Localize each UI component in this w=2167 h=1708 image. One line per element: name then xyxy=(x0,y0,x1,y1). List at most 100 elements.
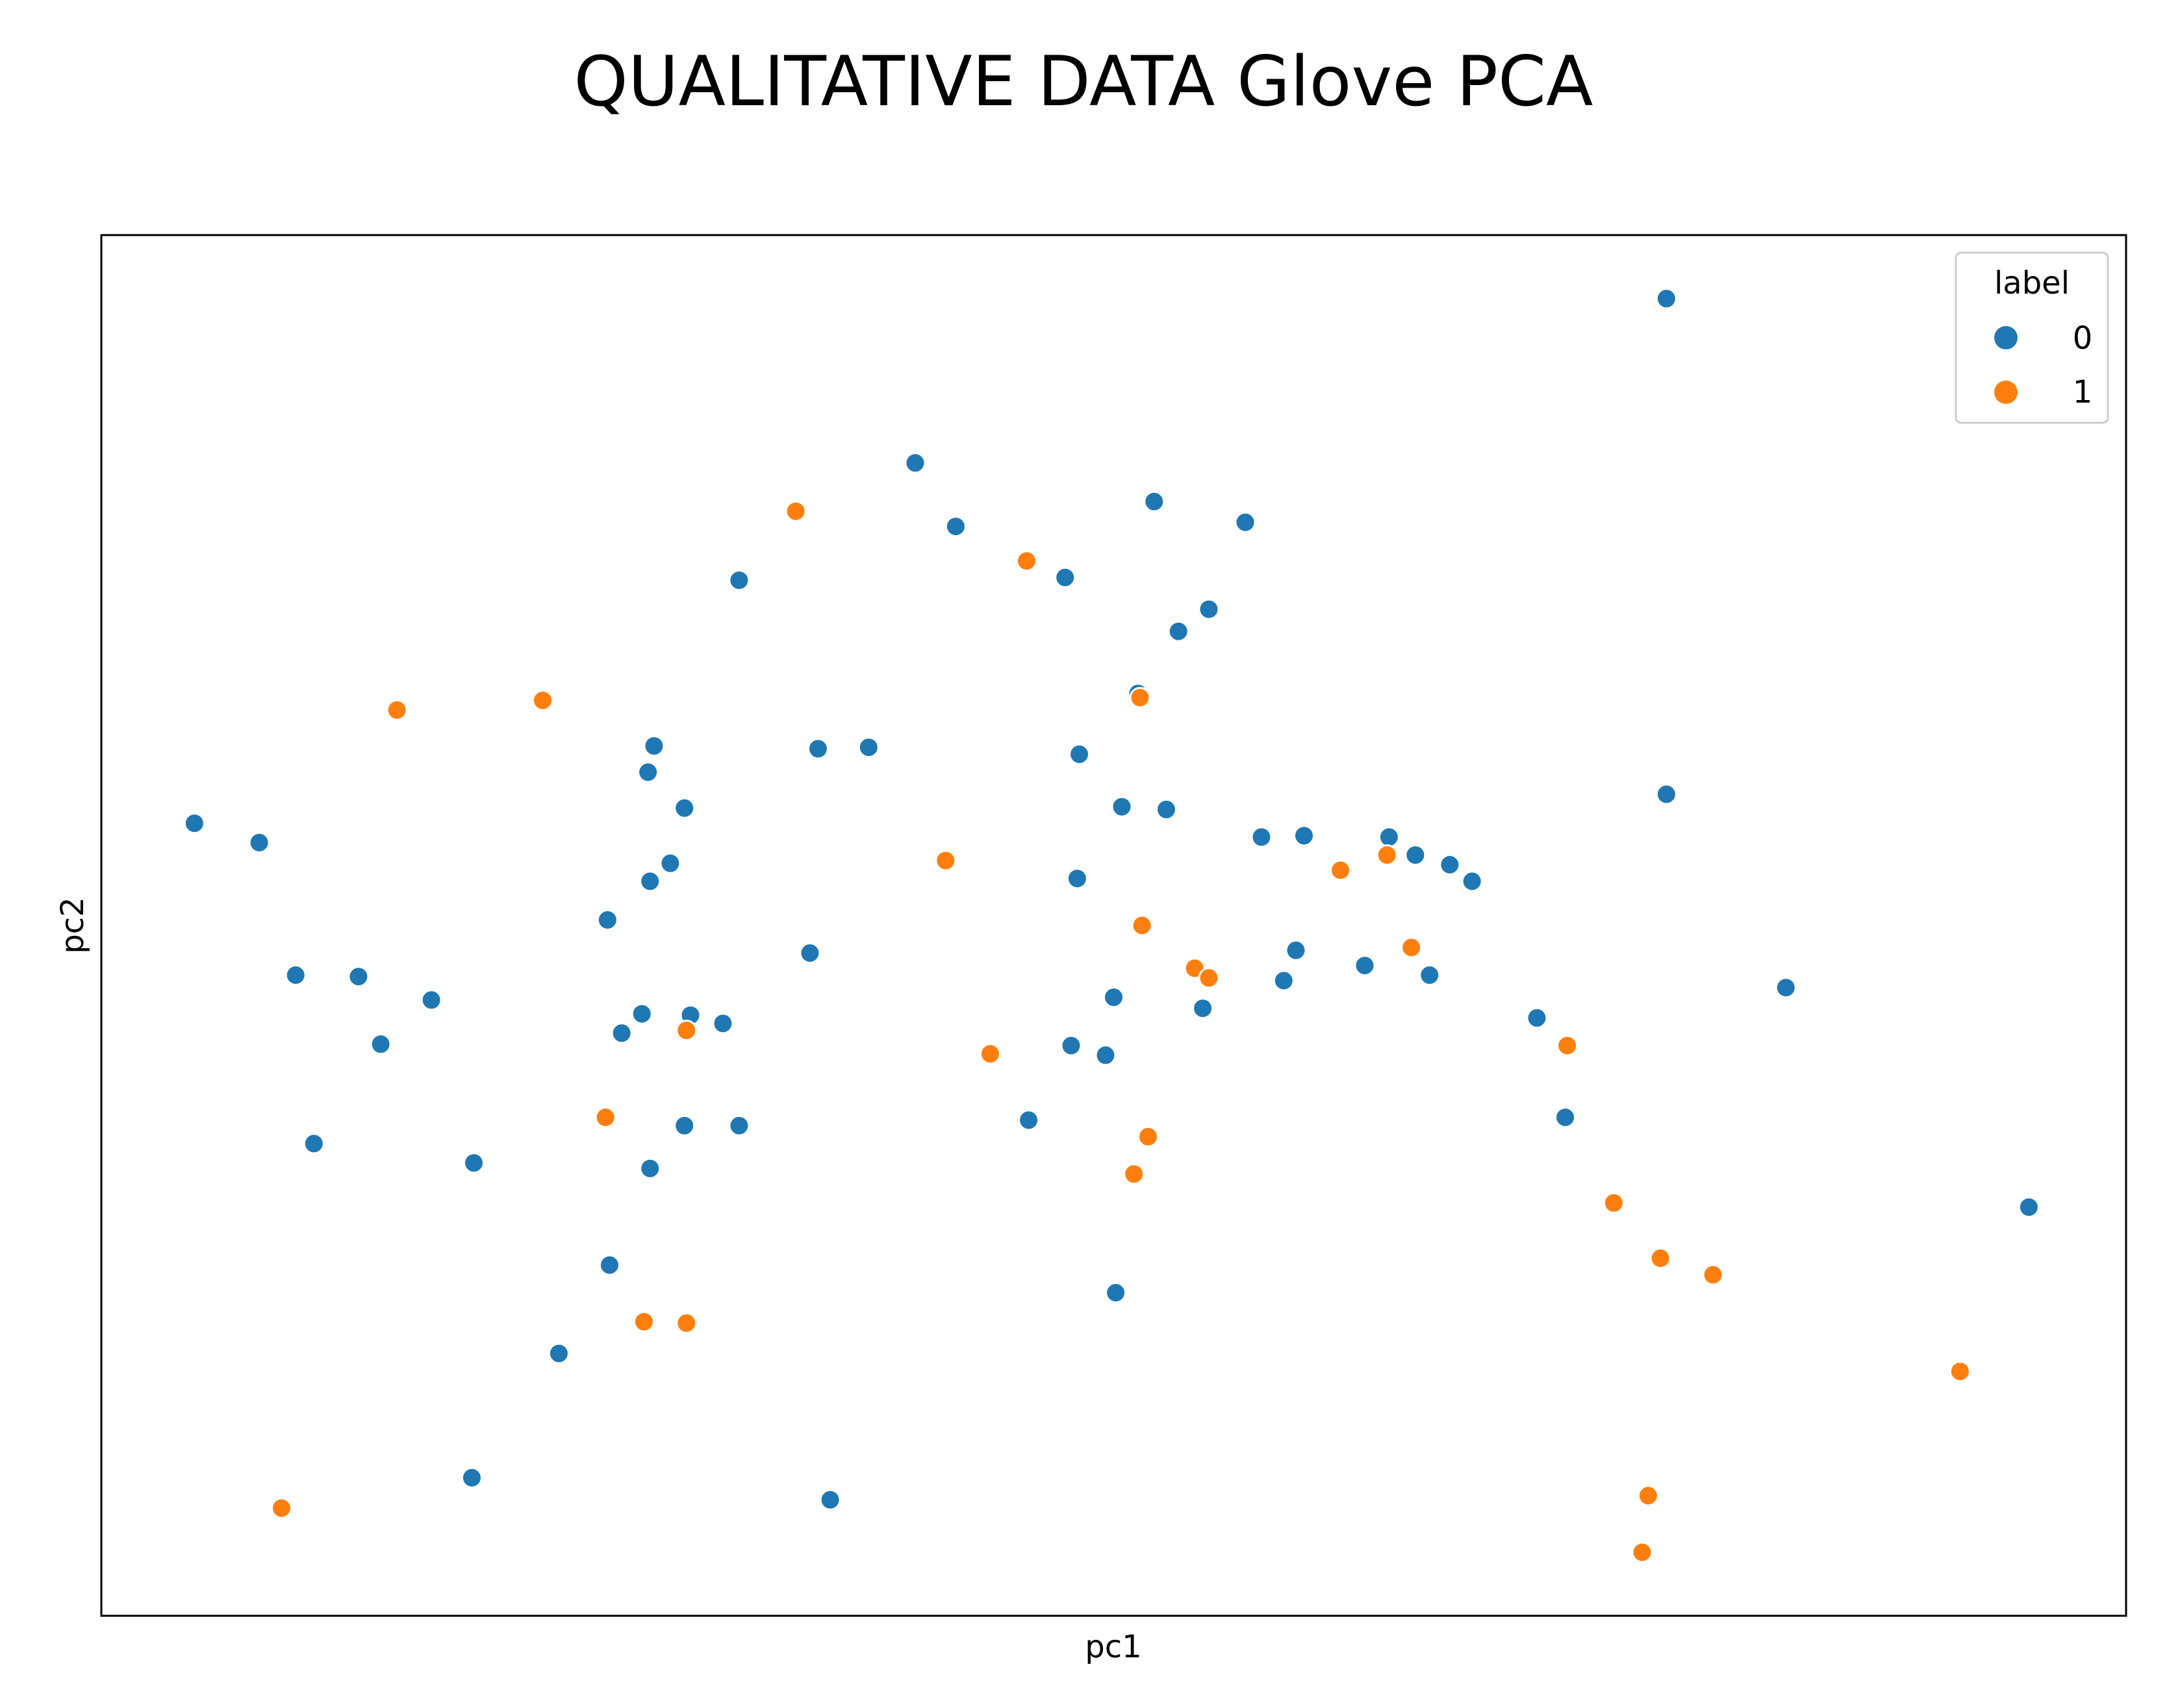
data-point-label-0-51 xyxy=(1404,844,1426,866)
data-point-label-1-10 xyxy=(1016,550,1037,572)
data-point-label-0-17 xyxy=(674,797,696,819)
data-point-label-1-23 xyxy=(1702,1264,1724,1286)
data-point-label-0-52 xyxy=(1439,854,1461,875)
data-point-label-0-56 xyxy=(1554,1107,1577,1128)
data-point-label-1-19 xyxy=(1400,936,1423,959)
data-point-label-1-3 xyxy=(594,1107,616,1128)
data-point-label-1-0 xyxy=(270,1497,292,1519)
data-point-label-1-2 xyxy=(532,690,553,711)
legend-marker-1 xyxy=(1994,381,2018,404)
data-point-label-0-0 xyxy=(183,812,205,835)
data-point-label-0-3 xyxy=(348,966,370,988)
data-point-label-1-1 xyxy=(386,699,408,721)
data-point-label-0-40 xyxy=(1143,490,1165,512)
legend-marker-0 xyxy=(1994,326,2018,349)
data-point-label-0-30 xyxy=(1054,566,1076,588)
data-point-label-0-11 xyxy=(639,1157,661,1179)
data-point-label-1-12 xyxy=(1131,914,1153,936)
data-point-label-1-5 xyxy=(676,1312,698,1334)
data-point-label-0-5 xyxy=(370,1033,392,1055)
data-point-label-0-23 xyxy=(728,570,750,591)
data-point-label-1-14 xyxy=(1123,1163,1145,1185)
plot-area-frame xyxy=(100,234,2127,1617)
data-point-label-0-16 xyxy=(637,761,659,783)
data-points xyxy=(183,288,2040,1563)
y-axis-label: pc2 xyxy=(55,897,91,953)
data-point-label-0-54 xyxy=(1378,826,1400,848)
data-point-label-0-48 xyxy=(1285,939,1307,961)
data-point-label-0-55 xyxy=(1526,1007,1548,1029)
data-point-label-0-59 xyxy=(1775,977,1797,999)
data-point-label-0-44 xyxy=(1234,511,1256,533)
data-point-label-0-29 xyxy=(944,516,967,538)
data-point-label-0-12 xyxy=(598,1254,620,1276)
data-point-label-0-4 xyxy=(420,989,442,1011)
data-point-label-0-49 xyxy=(1273,970,1295,992)
data-point-label-0-37 xyxy=(1111,796,1133,818)
legend-title: label xyxy=(1994,265,2070,301)
legend-label-0: 0 xyxy=(2073,320,2093,357)
legend: label 0 1 xyxy=(1955,251,2109,424)
data-point-label-0-26 xyxy=(857,736,880,759)
legend-box xyxy=(1955,251,2109,424)
data-point-label-1-25 xyxy=(1631,1541,1653,1563)
data-point-label-0-24 xyxy=(807,738,829,760)
data-point-label-0-31 xyxy=(1069,743,1090,765)
data-point-label-0-6 xyxy=(303,1133,325,1155)
data-point-label-0-60 xyxy=(2018,1196,2040,1218)
data-point-label-0-61 xyxy=(674,1114,696,1137)
legend-label-1: 1 xyxy=(2073,374,2093,410)
data-point-label-0-14 xyxy=(461,1466,483,1488)
data-point-label-1-9 xyxy=(979,1043,1001,1065)
data-point-label-0-50 xyxy=(1354,955,1376,977)
data-point-label-0-62 xyxy=(1419,964,1441,986)
data-point-label-0-38 xyxy=(1192,998,1214,1020)
data-point-label-0-58 xyxy=(1655,783,1677,805)
data-point-label-0-57 xyxy=(1655,288,1677,310)
data-point-label-1-17 xyxy=(1330,859,1352,881)
data-point-label-1-7 xyxy=(785,500,807,522)
data-point-label-1-4 xyxy=(633,1311,655,1333)
data-point-label-0-25 xyxy=(799,942,821,964)
data-point-label-1-11 xyxy=(1129,686,1151,709)
data-point-label-0-36 xyxy=(1103,986,1124,1009)
data-point-label-0-33 xyxy=(1060,1035,1082,1057)
data-point-label-0-41 xyxy=(1167,620,1189,642)
data-point-label-0-32 xyxy=(1066,868,1088,890)
data-point-label-0-13 xyxy=(548,1342,570,1364)
chart-title: QUALITATIVE DATA Glove PCA xyxy=(574,42,1593,121)
data-point-label-1-8 xyxy=(935,849,957,872)
data-point-label-1-21 xyxy=(1603,1192,1625,1214)
data-point-label-1-26 xyxy=(1949,1361,1971,1383)
x-axis-label: pc1 xyxy=(1085,1629,1141,1665)
data-point-label-0-43 xyxy=(1156,798,1177,820)
data-point-label-0-22 xyxy=(728,1114,750,1137)
data-point-label-0-9 xyxy=(631,1003,653,1025)
data-point-label-1-24 xyxy=(1637,1485,1659,1507)
data-point-label-0-47 xyxy=(1293,825,1315,847)
data-point-label-0-8 xyxy=(596,909,618,931)
data-point-label-1-20 xyxy=(1556,1035,1578,1057)
data-point-label-1-6 xyxy=(676,1020,698,1042)
data-point-label-0-28 xyxy=(904,452,926,474)
data-point-label-0-7 xyxy=(463,1152,485,1174)
data-point-label-0-10 xyxy=(611,1022,633,1044)
data-point-label-0-27 xyxy=(819,1488,841,1511)
data-point-label-0-19 xyxy=(659,852,681,874)
data-point-label-0-35 xyxy=(1095,1044,1117,1066)
data-point-label-0-21 xyxy=(712,1012,734,1035)
data-point-label-1-16 xyxy=(1198,967,1220,989)
data-point-label-0-42 xyxy=(1198,598,1220,620)
data-point-label-0-39 xyxy=(1105,1282,1127,1303)
data-point-label-0-34 xyxy=(1018,1109,1040,1131)
data-point-label-0-1 xyxy=(248,831,270,853)
data-point-label-1-18 xyxy=(1376,844,1398,866)
data-point-label-0-46 xyxy=(1250,826,1273,848)
data-point-label-0-15 xyxy=(643,735,665,757)
data-point-label-0-18 xyxy=(639,870,661,892)
data-point-label-0-53 xyxy=(1461,870,1483,892)
data-point-label-0-2 xyxy=(285,964,307,986)
data-point-label-1-22 xyxy=(1649,1247,1671,1269)
data-point-label-1-13 xyxy=(1137,1125,1159,1148)
